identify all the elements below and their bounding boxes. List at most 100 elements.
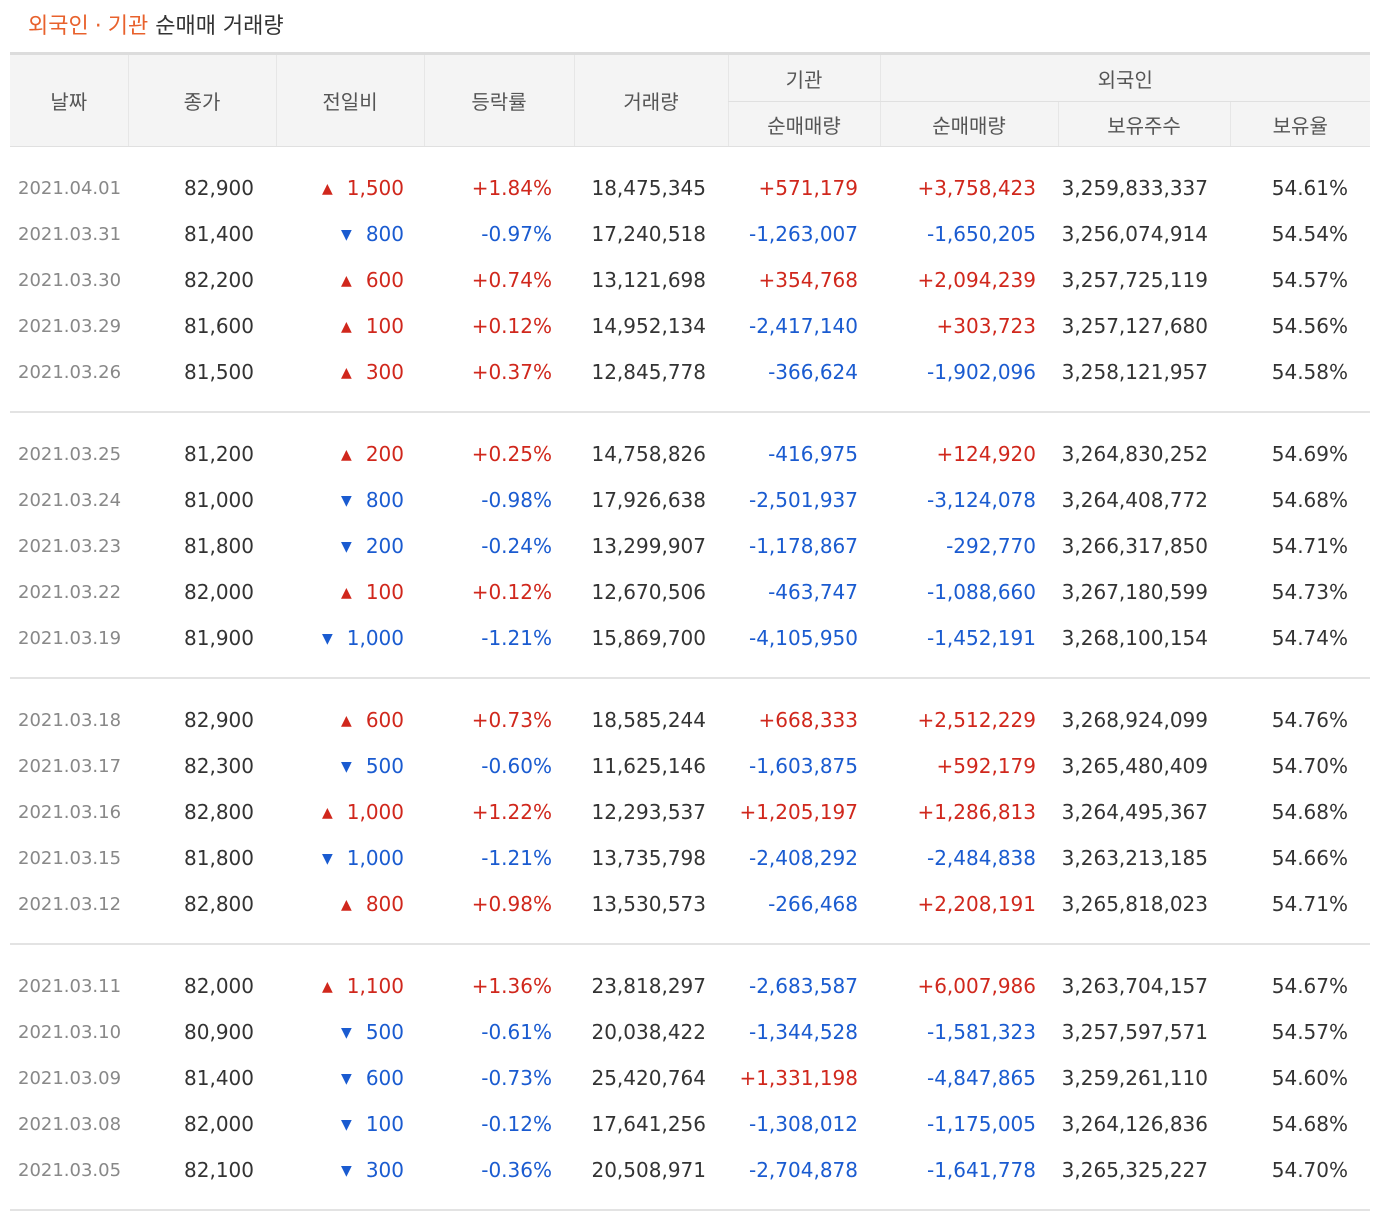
table-row: 2021.03.30 82,200 ▲ 600 +0.74% 13,121,698 +354… bbox=[10, 257, 1370, 303]
cell-close: 82,900 bbox=[184, 176, 254, 200]
table-row: 2021.03.19 81,900 ▼ 1,000 -1.21% 15,869,700 -4… bbox=[10, 615, 1370, 661]
table-row: 2021.03.23 81,800 ▼ 200 -0.24% 13,299,907 -1,1… bbox=[10, 523, 1370, 569]
cell-volume: 25,420,764 bbox=[591, 1066, 706, 1090]
cell-close: 81,400 bbox=[184, 222, 254, 246]
cell-change: ▼ 1,000 bbox=[276, 615, 424, 661]
group-gap bbox=[10, 927, 1370, 943]
group-spacer bbox=[10, 147, 1370, 166]
cell-rate: +0.98% bbox=[471, 892, 552, 916]
cell-foreign-net: -1,452,191 bbox=[926, 626, 1036, 650]
cell-inst-net: -463,747 bbox=[768, 580, 858, 604]
cell-volume: 12,293,537 bbox=[591, 800, 706, 824]
change-value: 800 bbox=[365, 222, 404, 246]
cell-close: 82,100 bbox=[184, 1158, 254, 1182]
cell-inst-net: -1,263,007 bbox=[748, 222, 858, 246]
cell-foreign-net: -1,175,005 bbox=[926, 1112, 1036, 1136]
cell-close: 82,200 bbox=[184, 268, 254, 292]
title-rest: 순매매 거래량 bbox=[155, 14, 284, 39]
change-value: 100 bbox=[365, 314, 404, 338]
cell-inst-net: -4,105,950 bbox=[748, 626, 858, 650]
cell-ratio: 54.69% bbox=[1271, 442, 1349, 466]
cell-ratio: 54.56% bbox=[1271, 314, 1349, 338]
change-value: 800 bbox=[365, 488, 404, 512]
cell-change: ▼ 500 bbox=[276, 743, 424, 789]
cell-change: ▼ 300 bbox=[276, 1147, 424, 1193]
cell-change: ▼ 600 bbox=[276, 1055, 424, 1101]
table-row: 2021.03.24 81,000 ▼ 800 -0.98% 17,926,638 -2,5… bbox=[10, 477, 1370, 523]
table-row: 2021.03.29 81,600 ▲ 100 +0.12% 14,952,134 -2,4… bbox=[10, 303, 1370, 349]
cell-rate: -0.73% bbox=[481, 1066, 552, 1090]
header-date: 날짜 bbox=[10, 52, 128, 147]
cell-ratio: 54.57% bbox=[1271, 268, 1349, 292]
cell-inst-net: -1,178,867 bbox=[748, 534, 858, 558]
cell-volume: 20,038,422 bbox=[591, 1020, 706, 1044]
triangle-down-icon: ▼ bbox=[341, 1117, 352, 1133]
cell-ratio: 54.67% bbox=[1271, 974, 1349, 998]
change-value: 600 bbox=[365, 268, 404, 292]
header-holdings: 보유주수 bbox=[1057, 101, 1230, 147]
cell-date: 2021.03.18 bbox=[18, 709, 122, 731]
cell-rate: -0.60% bbox=[481, 754, 552, 778]
cell-inst-net: -2,408,292 bbox=[748, 846, 858, 870]
cell-holdings: 3,259,833,337 bbox=[1061, 176, 1208, 200]
table-row: 2021.03.17 82,300 ▼ 500 -0.60% 11,625,146 -1,6… bbox=[10, 743, 1370, 789]
title-foreign: 외국인 bbox=[28, 14, 89, 39]
table-row: 2021.03.11 82,000 ▲ 1,100 +1.36% 23,818,297 -2… bbox=[10, 963, 1370, 1009]
cell-date: 2021.03.26 bbox=[18, 361, 122, 383]
triangle-up-icon: ▲ bbox=[341, 319, 352, 335]
cell-change: ▼ 1,000 bbox=[276, 835, 424, 881]
triangle-down-icon: ▼ bbox=[341, 539, 352, 555]
cell-foreign-net: -2,484,838 bbox=[926, 846, 1036, 870]
cell-close: 82,000 bbox=[184, 974, 254, 998]
cell-holdings: 3,266,317,850 bbox=[1061, 534, 1208, 558]
cell-inst-net: -1,344,528 bbox=[748, 1020, 858, 1044]
cell-holdings: 3,264,408,772 bbox=[1061, 488, 1208, 512]
header-institution: 기관 bbox=[727, 52, 880, 102]
change-value: 500 bbox=[365, 754, 404, 778]
cell-foreign-net: -1,581,323 bbox=[926, 1020, 1036, 1044]
cell-ratio: 54.70% bbox=[1271, 1158, 1349, 1182]
cell-date: 2021.03.29 bbox=[18, 315, 122, 337]
cell-foreign-net: +2,512,229 bbox=[917, 708, 1036, 732]
cell-foreign-net: +124,920 bbox=[936, 442, 1036, 466]
cell-change: ▲ 1,500 bbox=[276, 165, 424, 211]
cell-foreign-net: +2,208,191 bbox=[917, 892, 1036, 916]
triangle-down-icon: ▼ bbox=[321, 851, 333, 867]
table-row: 2021.03.05 82,100 ▼ 300 -0.36% 20,508,971 -2,7… bbox=[10, 1147, 1370, 1193]
cell-close: 82,900 bbox=[184, 708, 254, 732]
cell-date: 2021.03.19 bbox=[18, 627, 122, 649]
group-spacer bbox=[10, 944, 1370, 963]
cell-change: ▲ 600 bbox=[276, 697, 424, 743]
cell-close: 81,600 bbox=[184, 314, 254, 338]
cell-foreign-net: +3,758,423 bbox=[917, 176, 1036, 200]
cell-close: 80,900 bbox=[184, 1020, 254, 1044]
triangle-down-icon: ▼ bbox=[321, 631, 333, 647]
cell-close: 82,300 bbox=[184, 754, 254, 778]
group-gap bbox=[10, 661, 1370, 677]
cell-holdings: 3,263,704,157 bbox=[1061, 974, 1208, 998]
cell-holdings: 3,256,074,914 bbox=[1061, 222, 1208, 246]
cell-rate: +0.25% bbox=[471, 442, 552, 466]
cell-volume: 15,869,700 bbox=[591, 626, 706, 650]
cell-date: 2021.03.30 bbox=[18, 269, 122, 291]
group-spacer bbox=[10, 678, 1370, 697]
cell-foreign-net: +303,723 bbox=[936, 314, 1036, 338]
header-ratio: 보유율 bbox=[1229, 101, 1371, 147]
cell-change: ▲ 800 bbox=[276, 881, 424, 927]
cell-change: ▲ 200 bbox=[276, 431, 424, 477]
cell-holdings: 3,265,818,023 bbox=[1061, 892, 1208, 916]
change-value: 1,100 bbox=[346, 974, 404, 998]
cell-rate: -0.61% bbox=[481, 1020, 552, 1044]
cell-volume: 18,585,244 bbox=[591, 708, 706, 732]
cell-holdings: 3,264,126,836 bbox=[1061, 1112, 1208, 1136]
change-value: 800 bbox=[365, 892, 404, 916]
cell-ratio: 54.71% bbox=[1271, 534, 1349, 558]
triangle-up-icon: ▲ bbox=[341, 713, 352, 729]
cell-volume: 11,625,146 bbox=[591, 754, 706, 778]
cell-foreign-net: -1,641,778 bbox=[926, 1158, 1036, 1182]
triangle-up-icon: ▲ bbox=[341, 897, 352, 913]
cell-inst-net: -1,603,875 bbox=[748, 754, 858, 778]
table-row: 2021.03.15 81,800 ▼ 1,000 -1.21% 13,735,798 -2… bbox=[10, 835, 1370, 881]
table-row: 2021.03.09 81,400 ▼ 600 -0.73% 25,420,764 +1,3… bbox=[10, 1055, 1370, 1101]
triangle-down-icon: ▼ bbox=[341, 759, 352, 775]
